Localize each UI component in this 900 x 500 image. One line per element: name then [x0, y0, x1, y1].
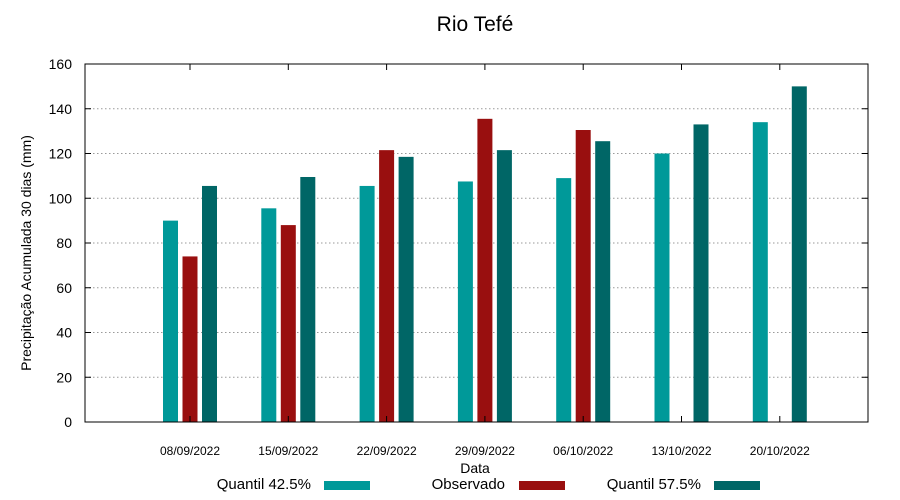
legend-item: Observado	[432, 476, 565, 493]
x-tick-label: 13/10/2022	[651, 444, 711, 458]
y-tick-label: 20	[56, 369, 72, 385]
bar-observado	[379, 150, 395, 423]
x-tick-label: 08/09/2022	[160, 444, 220, 458]
bar-observado	[477, 118, 493, 422]
y-tick-label: 40	[56, 325, 72, 341]
bar-quantil-57-5-	[693, 124, 709, 422]
bar-quantil-57-5-	[202, 185, 217, 422]
x-axis: 08/09/2022 15/09/2022 22/09/2022 29/09/2022…	[160, 64, 810, 458]
legend-swatch	[714, 481, 760, 490]
legend-swatch	[519, 481, 565, 490]
legend-item: Quantil 57.5%	[607, 476, 760, 493]
legend-label: Quantil 42.5%	[217, 476, 311, 493]
bar-quantil-42-5-	[457, 181, 473, 422]
bar-observado	[280, 225, 296, 422]
bar-quantil-42-5-	[654, 153, 670, 422]
y-tick-label: 140	[49, 101, 73, 117]
bar-quantil-42-5-	[752, 122, 768, 423]
x-axis-label: Data	[460, 460, 490, 476]
legend-label: Quantil 57.5%	[607, 476, 701, 493]
x-tick-label: 20/10/2022	[750, 444, 810, 458]
y-tick-label: 0	[64, 414, 72, 430]
bars	[163, 86, 807, 423]
grid-lines	[85, 108, 868, 378]
x-tick-label: 22/09/2022	[357, 444, 417, 458]
bar-quantil-57-5-	[398, 156, 414, 422]
legend-item: Quantil 42.5%	[217, 476, 370, 493]
x-tick-label: 06/10/2022	[553, 444, 613, 458]
bar-quantil-57-5-	[496, 150, 512, 423]
bar-quantil-42-5-	[163, 220, 178, 422]
x-tick-label: 29/09/2022	[455, 444, 515, 458]
y-tick-label: 80	[56, 235, 72, 251]
y-axis-label: Precipitação Acumulada 30 dias (mm)	[18, 135, 34, 371]
bar-observado	[575, 130, 591, 422]
bar-observado	[182, 256, 198, 422]
legend-label: Observado	[432, 476, 505, 493]
bar-quantil-42-5-	[359, 185, 375, 422]
legend: Quantil 42.5% Observado Quantil 57.5%	[217, 476, 760, 493]
chart-title: Rio Tefé	[437, 13, 514, 36]
bar-quantil-42-5-	[261, 208, 277, 422]
bar-quantil-57-5-	[791, 86, 807, 422]
y-axis: 0 20 40 60 80 100 120 140 160	[49, 56, 868, 430]
bar-quantil-42-5-	[556, 178, 572, 422]
x-tick-label: 15/09/2022	[258, 444, 318, 458]
legend-swatch	[324, 481, 370, 490]
y-tick-label: 60	[56, 280, 72, 296]
bar-quantil-57-5-	[300, 176, 316, 422]
y-tick-label: 160	[49, 56, 73, 72]
y-tick-label: 100	[49, 190, 73, 206]
y-tick-label: 120	[49, 146, 73, 162]
bar-quantil-57-5-	[595, 141, 611, 422]
